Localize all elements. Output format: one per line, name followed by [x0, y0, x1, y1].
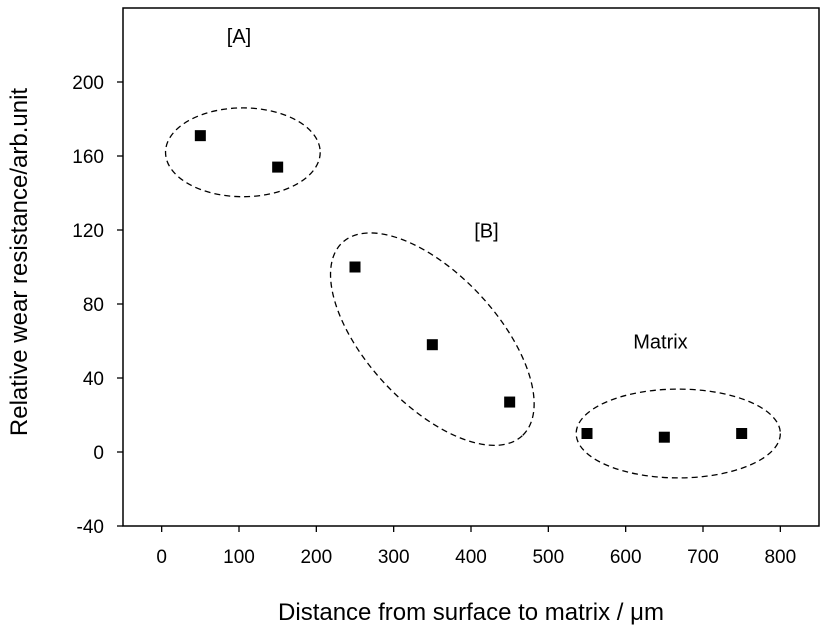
x-tick-label: 100 [223, 547, 255, 568]
group-labels: [A] [B] Matrix [227, 26, 688, 353]
y-axis-title: Relative wear resistance/arb.unit [6, 88, 33, 436]
group-label: [B] [474, 220, 498, 242]
x-tick-label: 500 [532, 547, 564, 568]
data-point [349, 261, 361, 273]
y-tick-label: -40 [77, 517, 104, 538]
x-tick-label: 400 [455, 547, 487, 568]
x-tick-label: 300 [378, 547, 410, 568]
x-tick-label: 200 [300, 547, 332, 568]
group-ellipses [164, 107, 781, 479]
data-point [504, 396, 516, 408]
group-ellipse [575, 388, 781, 479]
y-tick-label: 0 [93, 443, 104, 464]
group-ellipse [329, 232, 535, 447]
data-point [736, 428, 748, 439]
y-tick-label: 80 [83, 295, 104, 316]
x-axis: 0 100 200 300 400 500 600 700 800 [156, 526, 796, 568]
group-label: [A] [227, 26, 251, 48]
x-tick-label: 700 [687, 547, 719, 568]
data-points [194, 130, 748, 443]
x-axis-title: Distance from surface to matrix / μm [278, 599, 664, 626]
y-tick-label: 40 [83, 369, 104, 390]
plot-frame [122, 7, 820, 527]
group-ellipse [164, 107, 321, 198]
data-point [658, 431, 670, 443]
data-point [581, 428, 593, 439]
data-point [426, 339, 438, 351]
group-label: Matrix [633, 331, 687, 353]
data-point [194, 130, 206, 142]
y-tick-label: 160 [72, 147, 104, 168]
data-point [272, 161, 284, 173]
x-tick-label: 800 [764, 547, 796, 568]
x-tick-label: 600 [610, 547, 642, 568]
x-tick-label: 0 [156, 547, 167, 568]
y-tick-label: 120 [72, 221, 104, 242]
y-axis: -40 0 40 80 120 160 200 [72, 73, 123, 538]
y-tick-label: 200 [72, 73, 104, 94]
